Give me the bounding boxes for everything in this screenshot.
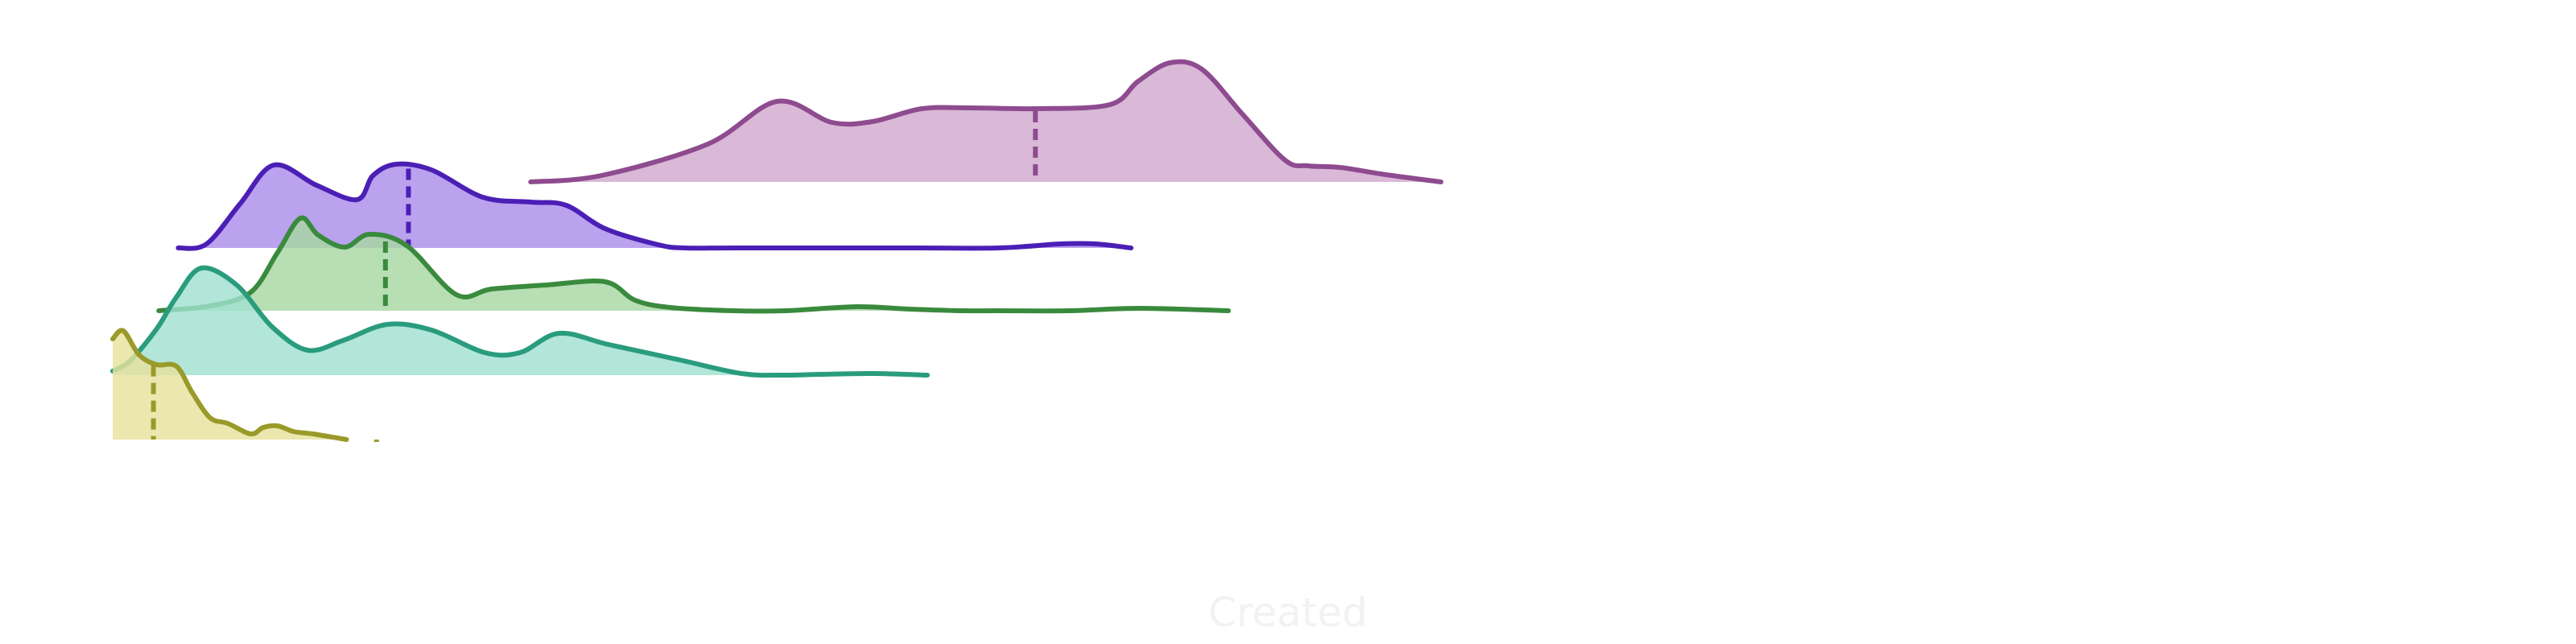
ridge-line-1 xyxy=(528,59,1443,184)
ridges-group xyxy=(110,59,1443,442)
ridge-area-3 xyxy=(159,217,1229,312)
ridge-area-2 xyxy=(178,163,1131,249)
ridge-area-5 xyxy=(113,330,347,440)
ridge-line-3 xyxy=(156,215,1231,314)
ridge-area-1 xyxy=(530,61,1442,182)
ridge-line-5 xyxy=(110,328,349,442)
x-axis-label: Created xyxy=(1208,589,1368,636)
ridge-line-2 xyxy=(175,161,1133,251)
ridge-line-4 xyxy=(110,265,930,378)
